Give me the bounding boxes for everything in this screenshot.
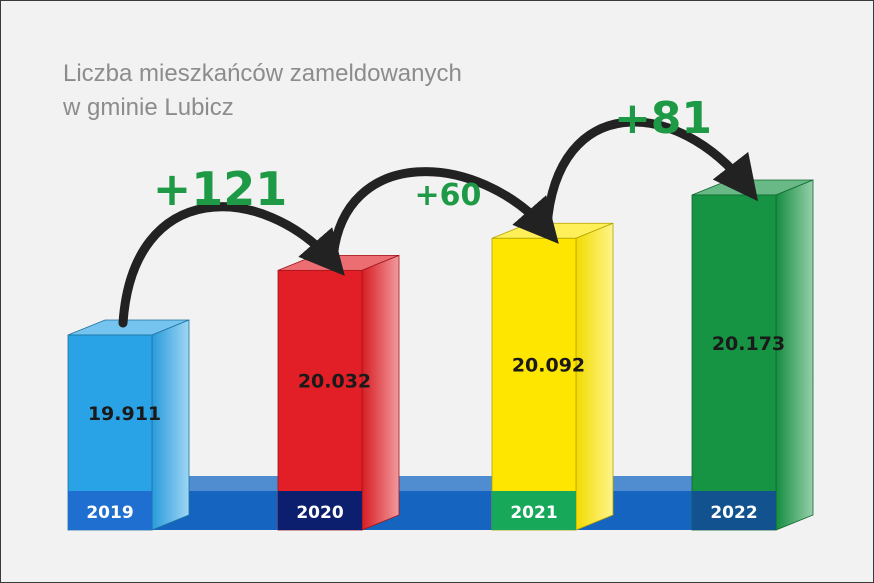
year-label: 2022 (710, 503, 757, 523)
year-box (278, 491, 362, 530)
difference-arrow-2019-2020: +121 (118, 162, 345, 328)
difference-arrow-2021-2022: +81 (542, 93, 759, 231)
arrow-path (118, 202, 345, 328)
bar-front-face (277, 269, 363, 531)
bar-value-label: 20.032 (298, 371, 371, 393)
chart-title: Liczba mieszkańców zameldowanych w gmini… (63, 57, 462, 125)
base-band-top (68, 476, 813, 491)
year-box (692, 491, 776, 530)
bar-2019: 19.911 2019 (67, 319, 190, 531)
arrow-path (542, 117, 759, 231)
bar-2020: 20.032 2020 (277, 254, 400, 531)
bar-2022: 20.173 2022 (691, 179, 814, 531)
chart-title-line-1: Liczba mieszkańców zameldowanych (63, 60, 462, 87)
bar-side-face (151, 319, 190, 531)
bars: 19.911 2019 20.032 2020 20.092 2021 20.173 2022 (67, 179, 814, 531)
bar-front-face (691, 194, 777, 531)
bar-value-label: 20.092 (512, 355, 585, 377)
year-box (492, 491, 576, 530)
chart-title-line-2: w gminie Lubicz (63, 94, 234, 121)
bar-front-face (491, 237, 577, 531)
year-label: 2019 (86, 503, 133, 523)
bar-value-label: 19.911 (88, 403, 161, 425)
year-label: 2020 (296, 503, 343, 523)
year-label: 2021 (510, 503, 557, 523)
bar-side-face (775, 179, 814, 531)
year-box (68, 491, 152, 530)
bar-value-label: 20.173 (712, 333, 785, 355)
arrow-path (328, 167, 559, 263)
difference-arrows: +121 +60 +81 (118, 93, 759, 328)
difference-label: +81 (614, 93, 712, 144)
difference-label: +60 (415, 178, 482, 213)
difference-arrow-2020-2021: +60 (328, 167, 559, 263)
difference-label: +121 (153, 162, 288, 216)
bar-2021: 20.092 2021 (491, 222, 614, 531)
